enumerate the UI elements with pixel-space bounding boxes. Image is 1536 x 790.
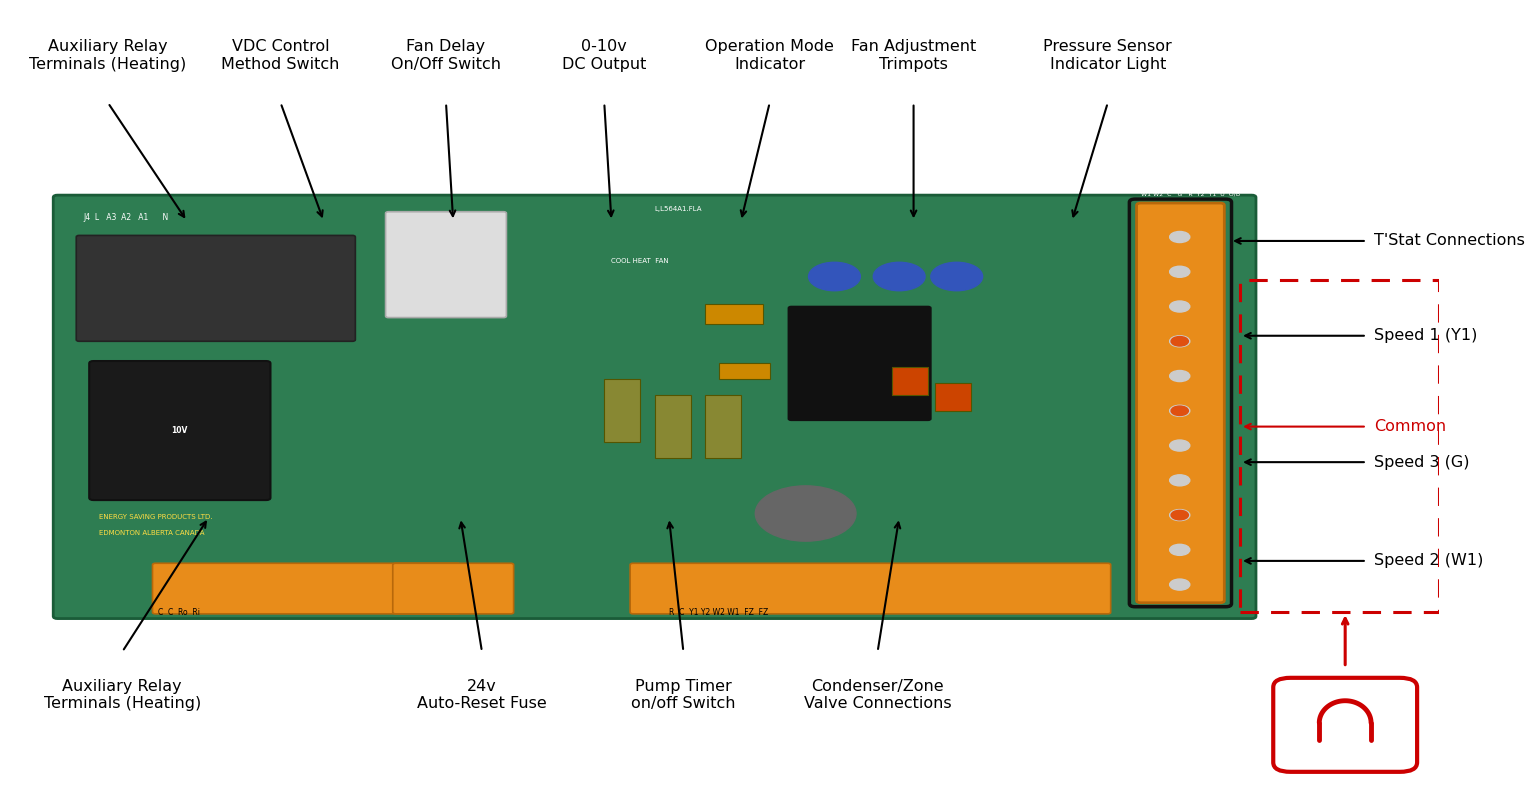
- Circle shape: [1169, 231, 1190, 243]
- FancyBboxPatch shape: [89, 361, 270, 500]
- Bar: [654, 395, 691, 458]
- Circle shape: [1169, 266, 1190, 277]
- Circle shape: [1169, 510, 1190, 521]
- Text: Common: Common: [1373, 419, 1445, 434]
- Circle shape: [931, 262, 983, 291]
- Circle shape: [1169, 544, 1190, 555]
- Text: VDC Control
Method Switch: VDC Control Method Switch: [221, 39, 339, 72]
- Text: EDMONTON ALBERTA CANADA: EDMONTON ALBERTA CANADA: [100, 530, 204, 536]
- Bar: [705, 304, 762, 324]
- Circle shape: [1169, 336, 1190, 347]
- Text: Speed 2 (W1): Speed 2 (W1): [1373, 554, 1484, 568]
- Text: 10V: 10V: [172, 426, 187, 435]
- Bar: [604, 379, 641, 442]
- Bar: [892, 367, 928, 395]
- FancyBboxPatch shape: [630, 563, 1111, 614]
- Text: Speed 3 (G): Speed 3 (G): [1373, 455, 1470, 469]
- Bar: [719, 363, 770, 379]
- Bar: [935, 383, 971, 411]
- FancyBboxPatch shape: [788, 307, 931, 420]
- Circle shape: [1169, 440, 1190, 451]
- FancyBboxPatch shape: [1273, 678, 1418, 772]
- Circle shape: [1170, 406, 1189, 416]
- Text: ENERGY SAVING PRODUCTS LTD.: ENERGY SAVING PRODUCTS LTD.: [100, 514, 214, 521]
- FancyBboxPatch shape: [54, 195, 1256, 619]
- Circle shape: [1169, 405, 1190, 416]
- Text: Operation Mode
Indicator: Operation Mode Indicator: [705, 39, 834, 72]
- Text: C  C  Ro  Ri: C C Ro Ri: [158, 608, 200, 617]
- FancyBboxPatch shape: [77, 235, 355, 341]
- Circle shape: [1169, 579, 1190, 590]
- Text: T'Stat Connections: T'Stat Connections: [1373, 234, 1525, 248]
- Text: Fan Delay
On/Off Switch: Fan Delay On/Off Switch: [392, 39, 501, 72]
- Text: W1 W2  C   G   R  Y2  Y1  U  O/B: W1 W2 C G R Y2 Y1 U O/B: [1141, 191, 1240, 196]
- Text: Condenser/Zone
Valve Connections: Condenser/Zone Valve Connections: [803, 679, 951, 712]
- FancyBboxPatch shape: [1137, 203, 1224, 603]
- Text: 0-10v
DC Output: 0-10v DC Output: [562, 39, 647, 72]
- Circle shape: [1169, 475, 1190, 486]
- Circle shape: [1169, 371, 1190, 382]
- Circle shape: [1169, 301, 1190, 312]
- Circle shape: [1170, 337, 1189, 346]
- Circle shape: [756, 486, 856, 541]
- Text: Auxiliary Relay
Terminals (Heating): Auxiliary Relay Terminals (Heating): [43, 679, 201, 712]
- Text: 24v
Auto-Reset Fuse: 24v Auto-Reset Fuse: [418, 679, 547, 712]
- Text: Speed 1 (Y1): Speed 1 (Y1): [1373, 329, 1478, 343]
- Circle shape: [874, 262, 925, 291]
- Text: J4  L   A3  A2   A1      N: J4 L A3 A2 A1 N: [83, 213, 169, 222]
- FancyBboxPatch shape: [386, 212, 507, 318]
- Circle shape: [1170, 510, 1189, 520]
- FancyBboxPatch shape: [152, 563, 461, 614]
- Text: Pump Timer
on/off Switch: Pump Timer on/off Switch: [631, 679, 736, 712]
- Text: R  C  Y1 Y2 W2 W1  FZ  FZ: R C Y1 Y2 W2 W1 FZ FZ: [670, 608, 768, 617]
- Text: L,L564A1.FLA: L,L564A1.FLA: [654, 206, 702, 213]
- FancyBboxPatch shape: [393, 563, 513, 614]
- Circle shape: [808, 262, 860, 291]
- Text: COOL HEAT  FAN: COOL HEAT FAN: [611, 258, 670, 264]
- Text: Fan Adjustment
Trimpots: Fan Adjustment Trimpots: [851, 39, 977, 72]
- Text: Pressure Sensor
Indicator Light: Pressure Sensor Indicator Light: [1043, 39, 1172, 72]
- Text: Auxiliary Relay
Terminals (Heating): Auxiliary Relay Terminals (Heating): [29, 39, 186, 72]
- Bar: [705, 395, 740, 458]
